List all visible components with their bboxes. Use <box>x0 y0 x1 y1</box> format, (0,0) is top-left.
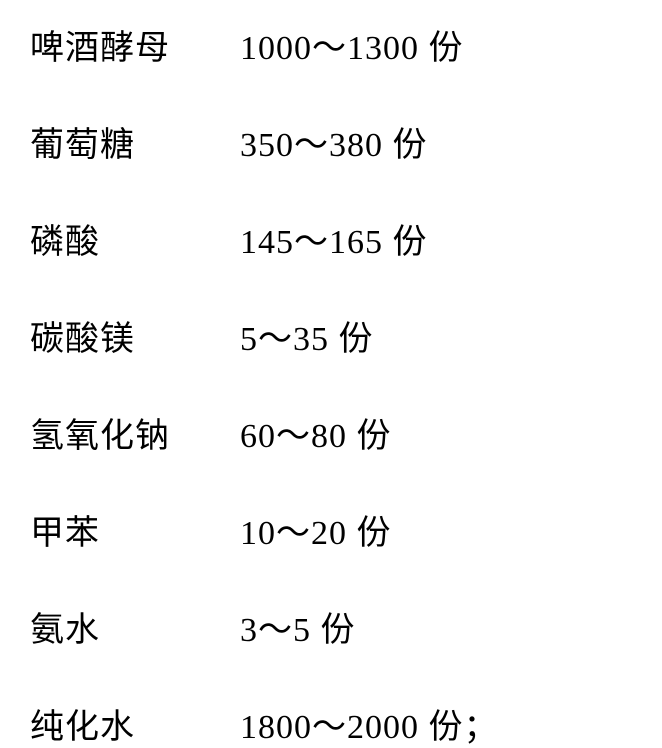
ingredient-name: 氨水 <box>30 602 240 651</box>
table-row: 磷酸 145～165 份 <box>30 214 632 263</box>
ingredient-amount: 145～165 份 <box>240 214 428 263</box>
ingredient-name: 氢氧化钠 <box>30 408 240 457</box>
table-row: 啤酒酵母 1000～1300 份 <box>30 20 632 69</box>
ingredient-table: 啤酒酵母 1000～1300 份 葡萄糖 350～380 份 磷酸 145～16… <box>30 20 632 748</box>
ingredient-name: 葡萄糖 <box>30 117 240 166</box>
table-row: 氨水 3～5 份 <box>30 602 632 651</box>
table-row: 葡萄糖 350～380 份 <box>30 117 632 166</box>
ingredient-amount: 1800～2000 份； <box>240 699 499 748</box>
ingredient-name: 碳酸镁 <box>30 311 240 360</box>
ingredient-amount: 10～20 份 <box>240 505 392 554</box>
ingredient-amount: 3～5 份 <box>240 602 356 651</box>
ingredient-amount: 5～35 份 <box>240 311 374 360</box>
ingredient-amount: 1000～1300 份 <box>240 20 464 69</box>
ingredient-name: 啤酒酵母 <box>30 20 240 69</box>
table-row: 纯化水 1800～2000 份； <box>30 699 632 748</box>
ingredient-name: 甲苯 <box>30 505 240 554</box>
table-row: 甲苯 10～20 份 <box>30 505 632 554</box>
ingredient-amount: 350～380 份 <box>240 117 428 166</box>
ingredient-amount: 60～80 份 <box>240 408 392 457</box>
ingredient-name: 磷酸 <box>30 214 240 263</box>
table-row: 氢氧化钠 60～80 份 <box>30 408 632 457</box>
table-row: 碳酸镁 5～35 份 <box>30 311 632 360</box>
ingredient-name: 纯化水 <box>30 699 240 748</box>
